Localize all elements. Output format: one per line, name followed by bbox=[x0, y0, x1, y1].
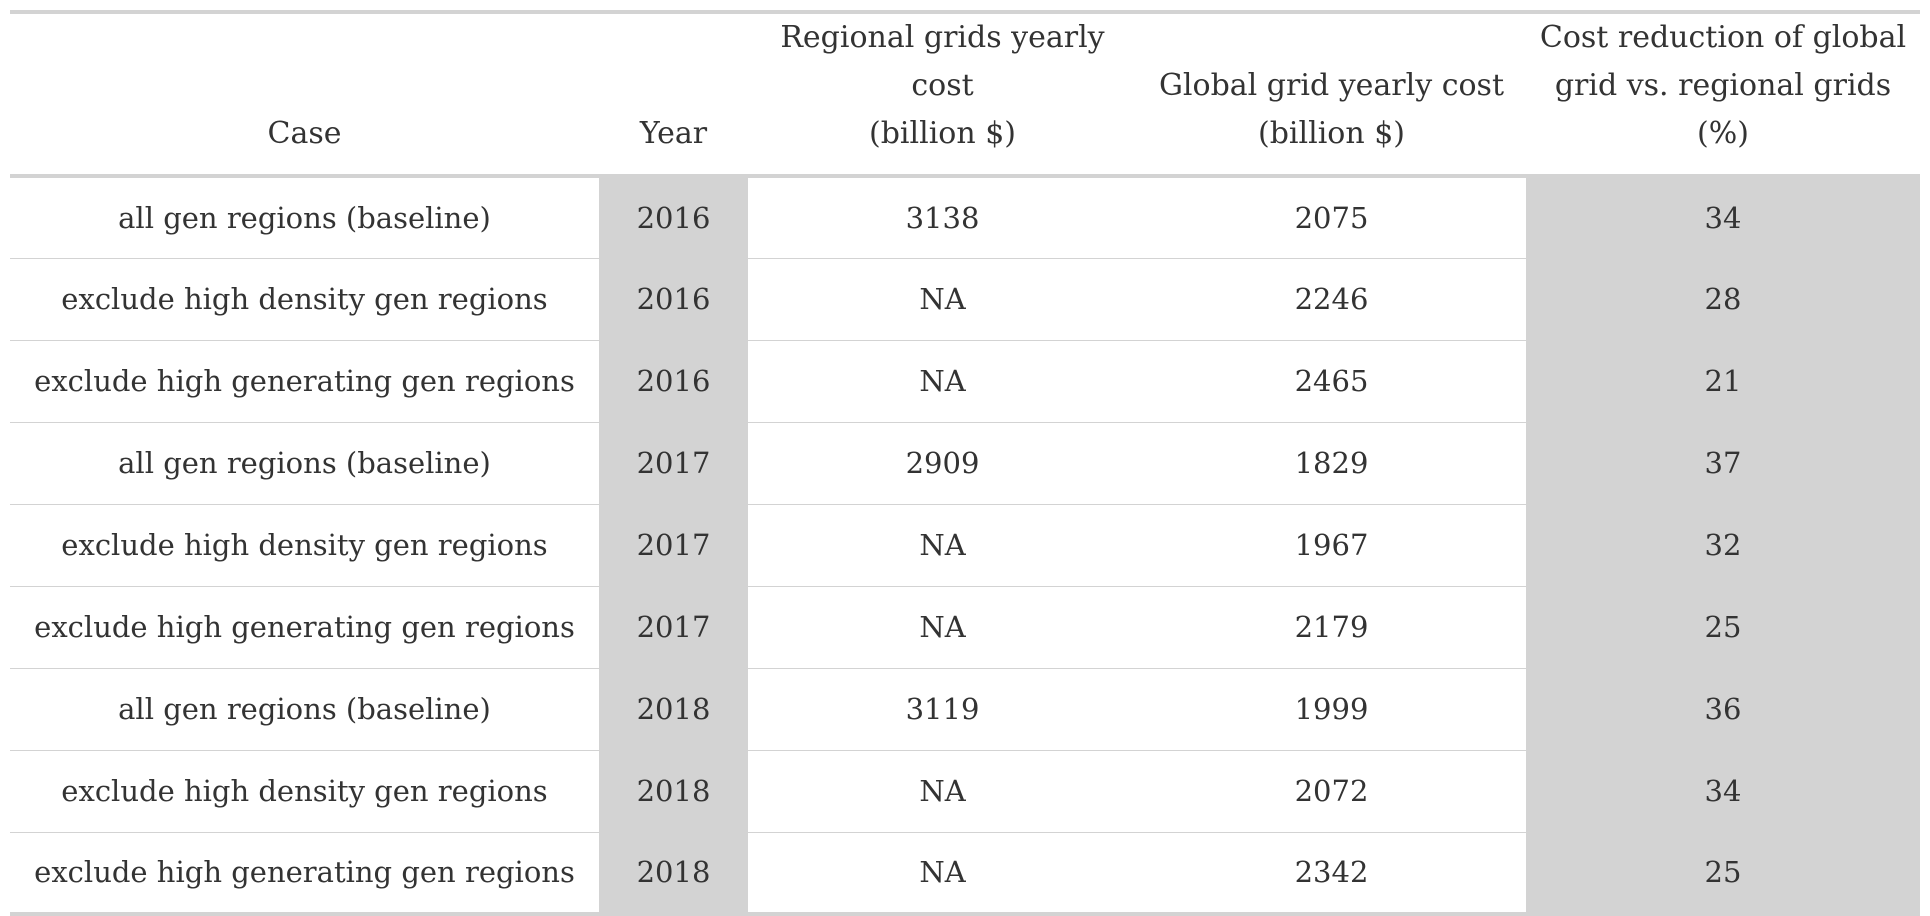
cell-year: 2017 bbox=[599, 503, 748, 586]
cell-regional-cost: NA bbox=[748, 257, 1137, 340]
cell-global-cost: 1829 bbox=[1137, 421, 1526, 504]
cell-global-cost: 1999 bbox=[1137, 667, 1526, 750]
cell-case: all gen regions (baseline) bbox=[10, 175, 599, 258]
table-row: exclude high generating gen regions 2017… bbox=[10, 585, 1920, 668]
cell-regional-cost: NA bbox=[748, 749, 1137, 832]
table-header: Case Year Regional grids yearly cost (bil… bbox=[10, 10, 1920, 178]
cell-cost-reduction: 37 bbox=[1526, 421, 1920, 504]
table-row: all gen regions (baseline) 2017 2909 182… bbox=[10, 421, 1920, 504]
header-cost-reduction: Cost reduction of global grid vs. regiona… bbox=[1526, 10, 1920, 178]
cell-year: 2016 bbox=[599, 339, 748, 422]
table-row: exclude high generating gen regions 2018… bbox=[10, 831, 1920, 916]
cell-global-cost: 1967 bbox=[1137, 503, 1526, 586]
cell-case: all gen regions (baseline) bbox=[10, 421, 599, 504]
cell-cost-reduction: 36 bbox=[1526, 667, 1920, 750]
cell-regional-cost: 2909 bbox=[748, 421, 1137, 504]
header-case: Case bbox=[10, 10, 599, 178]
cell-global-cost: 2342 bbox=[1137, 831, 1526, 916]
table-row: all gen regions (baseline) 2016 3138 207… bbox=[10, 175, 1920, 258]
cell-case: all gen regions (baseline) bbox=[10, 667, 599, 750]
cell-cost-reduction: 32 bbox=[1526, 503, 1920, 586]
cell-year: 2017 bbox=[599, 421, 748, 504]
cell-year: 2018 bbox=[599, 667, 748, 750]
cell-regional-cost: NA bbox=[748, 585, 1137, 668]
cell-case: exclude high generating gen regions bbox=[10, 831, 599, 916]
header-regional-cost: Regional grids yearly cost (billion $) bbox=[748, 10, 1137, 178]
cell-year: 2016 bbox=[599, 257, 748, 340]
cost-comparison-table: Case Year Regional grids yearly cost (bil… bbox=[10, 10, 1920, 916]
cell-cost-reduction: 25 bbox=[1526, 831, 1920, 916]
table-row: all gen regions (baseline) 2018 3119 199… bbox=[10, 667, 1920, 750]
table-row: exclude high density gen regions 2016 NA… bbox=[10, 257, 1920, 340]
cell-cost-reduction: 34 bbox=[1526, 749, 1920, 832]
cell-year: 2018 bbox=[599, 749, 748, 832]
cell-cost-reduction: 34 bbox=[1526, 175, 1920, 258]
table-row: exclude high generating gen regions 2016… bbox=[10, 339, 1920, 422]
cell-year: 2017 bbox=[599, 585, 748, 668]
cell-year: 2018 bbox=[599, 831, 748, 916]
cell-global-cost: 2179 bbox=[1137, 585, 1526, 668]
table-row: exclude high density gen regions 2017 NA… bbox=[10, 503, 1920, 586]
cell-case: exclude high density gen regions bbox=[10, 257, 599, 340]
cell-global-cost: 2072 bbox=[1137, 749, 1526, 832]
cell-global-cost: 2246 bbox=[1137, 257, 1526, 340]
cell-regional-cost: 3119 bbox=[748, 667, 1137, 750]
header-global-cost: Global grid yearly cost (billion $) bbox=[1137, 10, 1526, 178]
cell-case: exclude high density gen regions bbox=[10, 503, 599, 586]
cell-cost-reduction: 21 bbox=[1526, 339, 1920, 422]
header-year: Year bbox=[599, 10, 748, 178]
header-row: Case Year Regional grids yearly cost (bil… bbox=[10, 10, 1920, 178]
cell-regional-cost: 3138 bbox=[748, 175, 1137, 258]
cell-case: exclude high density gen regions bbox=[10, 749, 599, 832]
cell-regional-cost: NA bbox=[748, 503, 1137, 586]
cell-regional-cost: NA bbox=[748, 831, 1137, 916]
table-body: all gen regions (baseline) 2016 3138 207… bbox=[10, 175, 1920, 916]
cell-regional-cost: NA bbox=[748, 339, 1137, 422]
cell-cost-reduction: 28 bbox=[1526, 257, 1920, 340]
cell-cost-reduction: 25 bbox=[1526, 585, 1920, 668]
cell-global-cost: 2465 bbox=[1137, 339, 1526, 422]
cell-case: exclude high generating gen regions bbox=[10, 339, 599, 422]
cell-year: 2016 bbox=[599, 175, 748, 258]
cell-global-cost: 2075 bbox=[1137, 175, 1526, 258]
cell-case: exclude high generating gen regions bbox=[10, 585, 599, 668]
cost-comparison-table-container: Case Year Regional grids yearly cost (bil… bbox=[10, 10, 1920, 916]
table-row: exclude high density gen regions 2018 NA… bbox=[10, 749, 1920, 832]
